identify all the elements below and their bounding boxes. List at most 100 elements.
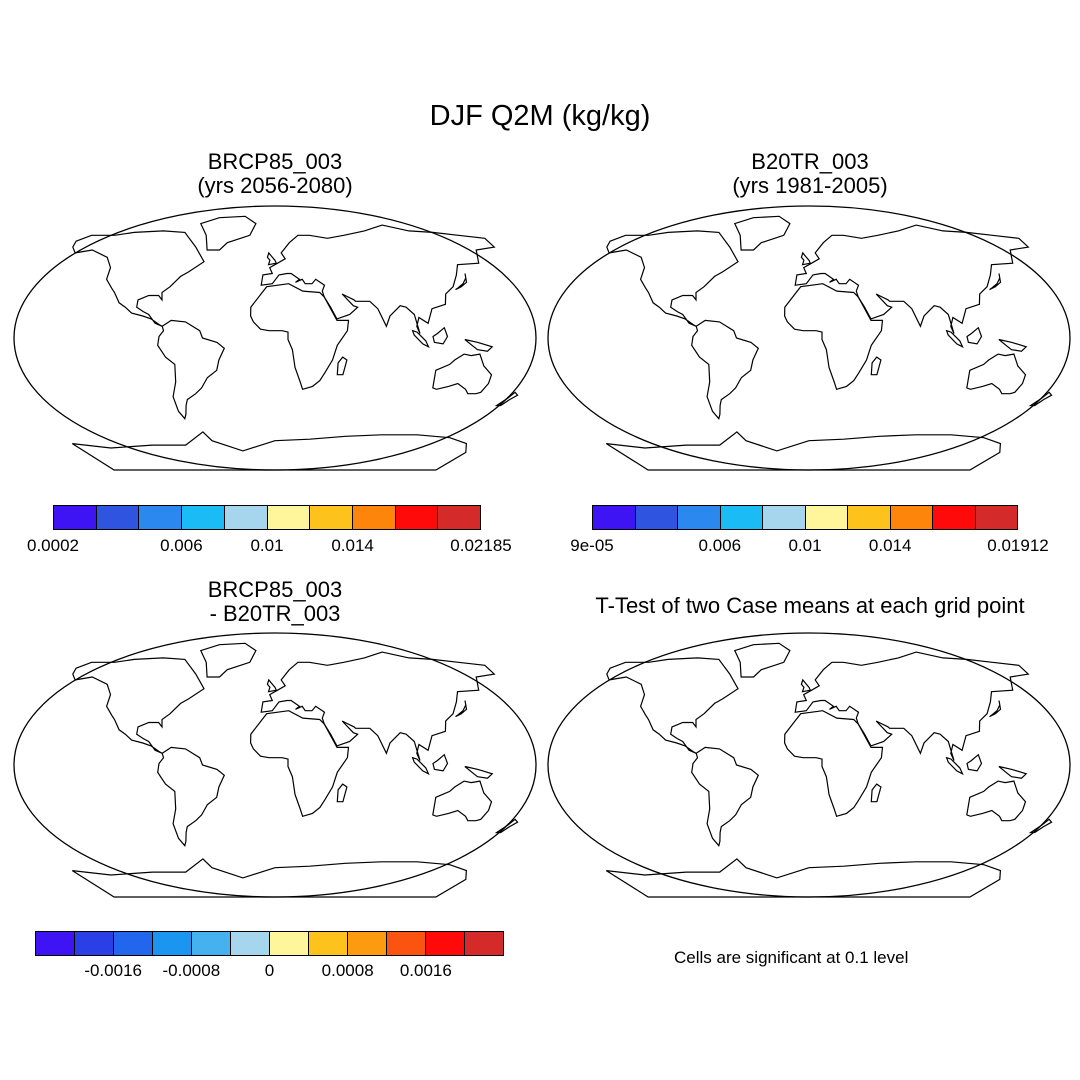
coastline-southAmerica [691, 746, 760, 847]
colorbar-tick-label: 0.0016 [399, 961, 452, 980]
colorbar-box [348, 932, 387, 955]
coastline-antarctica [71, 431, 468, 471]
map-background [548, 633, 1070, 897]
coastline-uk [800, 678, 812, 693]
map-background [14, 633, 536, 897]
panel-title-future-line2: (yrs 2056-2080) [197, 173, 353, 198]
colorbar-box [387, 932, 426, 955]
coastline-eurasia [260, 224, 496, 334]
figure-title: DJF Q2M (kg/kg) [429, 100, 651, 132]
colorbar-tick-label: 0.01 [250, 536, 284, 555]
coastline-australia [966, 780, 1027, 822]
coastline-uk [800, 251, 812, 266]
coastline-africa [783, 283, 884, 391]
colorbar-tick-label: 0 [264, 961, 275, 980]
coastline-newGuinea [464, 765, 494, 779]
coastline-greenland [199, 642, 257, 678]
coastline-borneo [966, 326, 983, 345]
coastline-madagascar [870, 356, 882, 376]
coastline-japan [455, 700, 468, 718]
coastline-australia [966, 353, 1027, 395]
coastline-northAmerica [606, 657, 739, 754]
colorbar-difference-ticks: -0.0016 -0.0008 0 0.0008 0.0016 [35, 961, 504, 981]
coastline-greenland [733, 642, 791, 678]
colorbar-box [720, 506, 763, 529]
panel-title-historical: B20TR_003 (yrs 1981-2005) [680, 150, 940, 198]
coastline-madagascar [336, 356, 348, 376]
coastline-sumatra [411, 329, 430, 349]
coastline-japan [989, 273, 1002, 291]
significance-note: Cells are significant at 0.1 level [674, 948, 909, 967]
coastline-antarctica [605, 858, 1002, 898]
colorbar-box [848, 506, 891, 529]
colorbar-box [395, 506, 439, 529]
coastline-uk [266, 251, 278, 266]
coastline-newGuinea [998, 765, 1028, 779]
colorbar-box [153, 932, 192, 955]
colorbar-box [231, 932, 270, 955]
coastline-newGuinea [464, 338, 494, 352]
panel-title-historical-line1: B20TR_003 [751, 149, 869, 174]
coastline-sumatra [945, 329, 964, 349]
coastline-japan [989, 700, 1002, 718]
colorbar-box [933, 506, 976, 529]
colorbar-box [270, 932, 309, 955]
coastline-antarctica [605, 431, 1002, 471]
coastline-northAmerica [72, 230, 205, 327]
coastline-eurasia [260, 651, 496, 761]
colorbar-historical-ticks: 9e-05 0.006 0.01 0.014 0.01912 [570, 536, 1048, 556]
colorbar-tick-label: 0.02185 [450, 536, 512, 555]
coastline-sumatra [945, 756, 964, 776]
map-background [14, 206, 536, 470]
colorbar-tick-label: 0.014 [868, 536, 912, 555]
colorbar-box [352, 506, 396, 529]
map-border [547, 632, 1071, 898]
colorbar-tick-label: -0.0008 [162, 961, 221, 980]
coastline-australia [432, 780, 493, 822]
map-historical [547, 205, 1071, 471]
coastline-borneo [432, 753, 449, 772]
colorbar-box [182, 506, 225, 529]
colorbar-box [96, 506, 140, 529]
coastline-eurasia [794, 651, 1030, 761]
coastline-japan [455, 273, 468, 291]
colorbar-box [805, 506, 848, 529]
coastline-greenland [733, 215, 791, 251]
map-border [547, 205, 1071, 471]
coastline-africa [249, 710, 350, 818]
coastline-greenland [199, 215, 257, 251]
colorbar-box [139, 506, 183, 529]
map-ttest [547, 632, 1071, 898]
panel-title-difference-line1: BRCP85_003 [207, 577, 343, 602]
coastline-eurasia [794, 224, 1030, 334]
colorbar-future-ticks: 0.0002 0.006 0.01 0.014 0.02185 [27, 536, 512, 556]
colorbar-box [975, 506, 1017, 529]
coastline-northAmerica [606, 230, 739, 327]
panel-title-ttest: T-Test of two Case means at each grid po… [595, 593, 1025, 618]
colorbar-box [192, 932, 231, 955]
colorbar-box [426, 932, 465, 955]
colorbar-box [114, 932, 153, 955]
coastline-madagascar [336, 783, 348, 803]
coastline-southAmerica [691, 319, 760, 420]
panel-title-difference-line2: - B20TR_003 [209, 601, 341, 626]
colorbar-tick-label: 0.01 [788, 536, 822, 555]
panel-title-historical-line2: (yrs 1981-2005) [732, 173, 888, 198]
coastline-sumatra [411, 756, 430, 776]
coastline-uk [266, 678, 278, 693]
coastline-northAmerica [72, 657, 205, 754]
colorbar-box [54, 506, 97, 529]
coastline-africa [783, 710, 884, 818]
coastline-australia [432, 353, 493, 395]
coastline-borneo [966, 753, 983, 772]
colorbar-box [593, 506, 636, 529]
coastline-borneo [432, 326, 449, 345]
colorbar-box [438, 506, 481, 529]
map-border [13, 632, 537, 898]
map-background [548, 206, 1070, 470]
colorbar-box [310, 506, 353, 529]
colorbar-future [53, 505, 481, 530]
colorbar-tick-label: 0.01912 [987, 536, 1049, 555]
colorbar-difference [35, 931, 504, 956]
colorbar-tick-label: 0.006 [160, 536, 203, 555]
